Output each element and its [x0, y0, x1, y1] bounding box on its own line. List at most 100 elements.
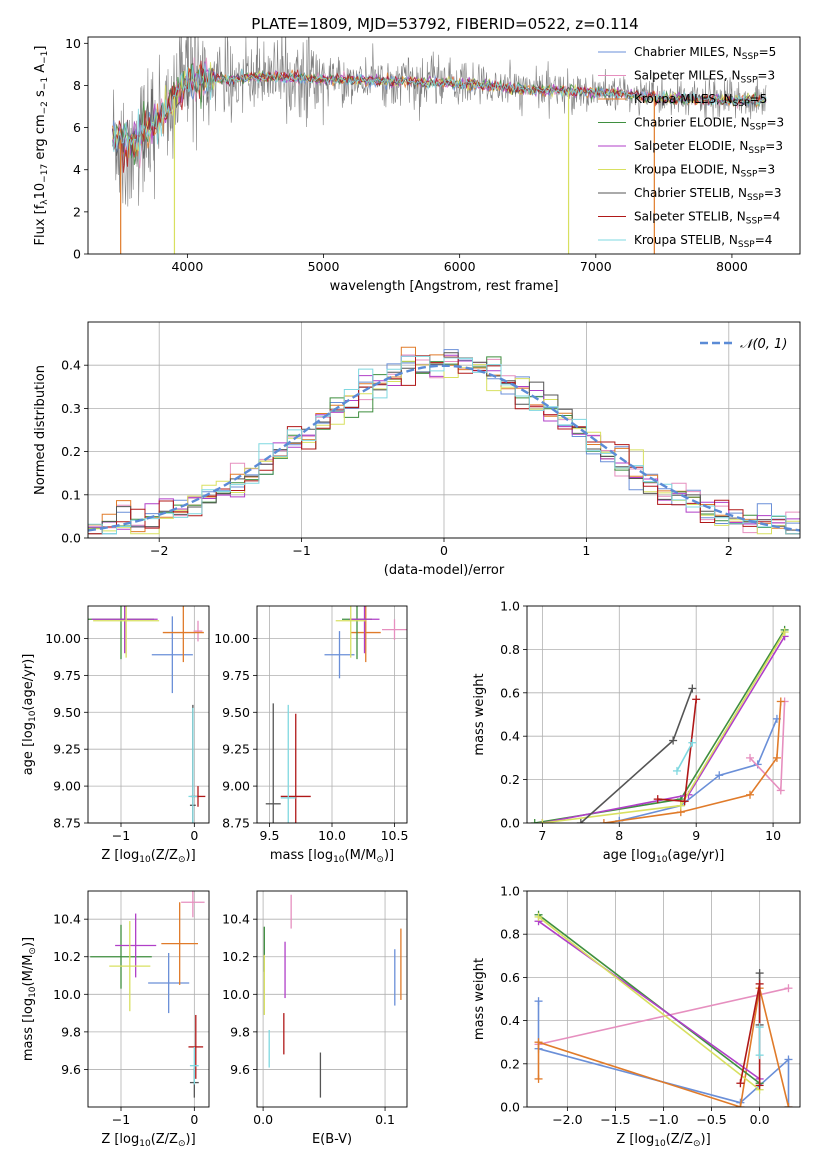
y-axis-label: age [log10(age/yr)]: [21, 654, 38, 776]
x-axis-label: wavelength [Angstrom, rest frame]: [330, 279, 559, 294]
y-tick-label: 0.4: [500, 1013, 520, 1028]
y-tick-label: 1.0: [500, 599, 520, 614]
y-axis-label: mass weight: [472, 673, 487, 755]
x-axis-label: age [log10(age/yr)]: [603, 848, 725, 865]
x-tick-label: 0: [190, 828, 198, 843]
legend-tail: =3: [766, 116, 784, 130]
legend-entry-6: Kroupa ELODIE, NSSP=3: [634, 163, 775, 180]
mass-vs-z-plot-area: [90, 891, 205, 1098]
y-tick-label: 0.2: [61, 444, 81, 459]
y-axis-label: Normed distribution: [33, 365, 48, 495]
x-tick-label: −0.5: [696, 1112, 726, 1127]
x-axis-label: Z [log10(Z/Z⊙)]: [101, 848, 195, 865]
x-tick-label: 8: [615, 828, 623, 843]
y-tick-label: 2: [73, 204, 81, 219]
y-tick-label: 0: [73, 247, 81, 262]
x-axis-label-sub: ⊙: [693, 1139, 701, 1149]
axes-frame: [87, 605, 210, 824]
residuals-plot-area: [88, 346, 800, 538]
y-axis-label-part: (age/yr)]: [21, 654, 36, 711]
x-axis-label: Z [log10(Z/Z⊙)]: [616, 1132, 710, 1149]
figure-title: PLATE=1809, MJD=53792, FIBERID=0522, z=0…: [251, 15, 638, 33]
y-axis-label-sub: λ: [40, 199, 50, 205]
y-axis-label-sub: −1: [40, 77, 50, 90]
y-axis-label-sub: −17: [40, 164, 50, 183]
x-axis-label-part: (Z/Z: [151, 848, 178, 863]
x-axis-label-part: Z [log: [616, 1132, 654, 1147]
y-tick-label: 9.00: [222, 779, 250, 794]
mass-vs-ebv-plot-area: [263, 894, 402, 1098]
legend-tail: =3: [757, 69, 775, 83]
weight-line-8: [657, 699, 697, 803]
y-tick-label: 4: [73, 162, 81, 177]
axes-frame: [256, 605, 408, 824]
legend-sub: SSP: [748, 146, 765, 156]
legend-tail: =5: [759, 45, 777, 59]
y-tick-label: 0.2: [500, 772, 520, 787]
y-axis-label-part: age [log: [21, 722, 36, 775]
x-axis-label-part: Z [log: [101, 848, 139, 863]
legend-entry-8: Salpeter STELIB, NSSP=4: [634, 210, 780, 227]
x-tick-label: 5000: [308, 259, 340, 274]
legend-sub: SSP: [746, 217, 763, 227]
panel-spectrum: 4000 5000 6000 7000 8000 0 2 4 6 8 10 wavelength [A…: [33, 36, 801, 294]
legend-tail: =3: [764, 186, 782, 200]
legend-tail: =3: [757, 163, 775, 177]
y-tick-label: 9.75: [222, 668, 250, 683]
y-tick-label: 8.75: [222, 816, 250, 831]
legend-entry-1: Chabrier MILES, NSSP=5: [634, 45, 776, 62]
y-axis-label-sub: 10: [28, 710, 38, 722]
legend-base: Chabrier ELODIE, N: [634, 116, 750, 130]
y-tick-label: 9.50: [53, 705, 81, 720]
y-tick-label: 0.2: [500, 1056, 520, 1071]
x-tick-label: 7: [538, 828, 546, 843]
x-axis-label-sub: ⊙: [376, 855, 384, 865]
x-axis-label-part: (Z/Z: [151, 1132, 178, 1147]
panel-mass-weight-vs-z: −2.0 −1.5 −1.0 −0.5 0.0 0.0 0.2 0.4 0.6 0.8 1.0 Z […: [472, 884, 801, 1149]
legend-entry-2: Salpeter MILES, NSSP=3: [634, 69, 775, 86]
legend-base: Chabrier STELIB, N: [634, 186, 747, 200]
y-tick-label: 10.0: [53, 987, 81, 1002]
legend-entry-4: Chabrier ELODIE, NSSP=3: [634, 116, 784, 133]
x-tick-label: 9: [692, 828, 700, 843]
y-tick-label: 9.75: [53, 668, 81, 683]
y-axis-label: Flux [fλ10−17 erg cm−2 s−1 A−1]: [33, 46, 50, 246]
mass-weight-vs-z-plot-area: [534, 910, 793, 1107]
y-tick-label: 6: [73, 120, 81, 135]
y-axis-label-part: ]: [33, 46, 48, 51]
x-tick-label: 6000: [444, 259, 476, 274]
mass-weight-vs-age-plot-area: [530, 625, 789, 823]
y-tick-label: 0.1: [61, 487, 81, 502]
y-tick-label: 9.25: [222, 742, 250, 757]
x-axis-label: mass [log10(M/M⊙)]: [270, 848, 394, 865]
x-tick-label: −1.5: [600, 1112, 630, 1127]
weight-line-3: [537, 988, 790, 1107]
x-axis-label-part: )]: [186, 1132, 196, 1147]
y-axis-label-sub: −1: [40, 51, 50, 64]
x-axis-label-part: Z [log: [101, 1132, 139, 1147]
age-vs-z-plot-area: [88, 606, 206, 823]
legend-sub: SSP: [742, 52, 759, 62]
x-axis-label: Z [log10(Z/Z⊙)]: [101, 1132, 195, 1149]
legend-sub: SSP: [738, 240, 755, 250]
model-line-8: [112, 60, 767, 173]
x-axis-label-sub: 10: [139, 855, 151, 865]
axes-frame: [526, 890, 801, 1108]
legend-base: Salpeter ELODIE, N: [634, 139, 748, 153]
legend-tail: =5: [750, 92, 768, 106]
histogram-9: [88, 355, 800, 538]
axes-frame: [87, 890, 210, 1108]
y-tick-label: 8.75: [53, 816, 81, 831]
x-tick-label: −2: [150, 543, 168, 558]
y-axis-label-part: s: [33, 90, 48, 101]
legend-base: Chabrier MILES, N: [634, 45, 742, 59]
x-axis-label-part: age [log: [603, 848, 656, 863]
x-axis-label-part: )]: [701, 1132, 711, 1147]
y-tick-label: 9.25: [53, 742, 81, 757]
y-tick-label: 10: [65, 36, 81, 51]
weight-line-9: [676, 742, 694, 772]
y-tick-label: 0.6: [500, 970, 520, 985]
y-tick-label: 0.4: [500, 729, 520, 744]
weight-line-2: [538, 987, 789, 1046]
